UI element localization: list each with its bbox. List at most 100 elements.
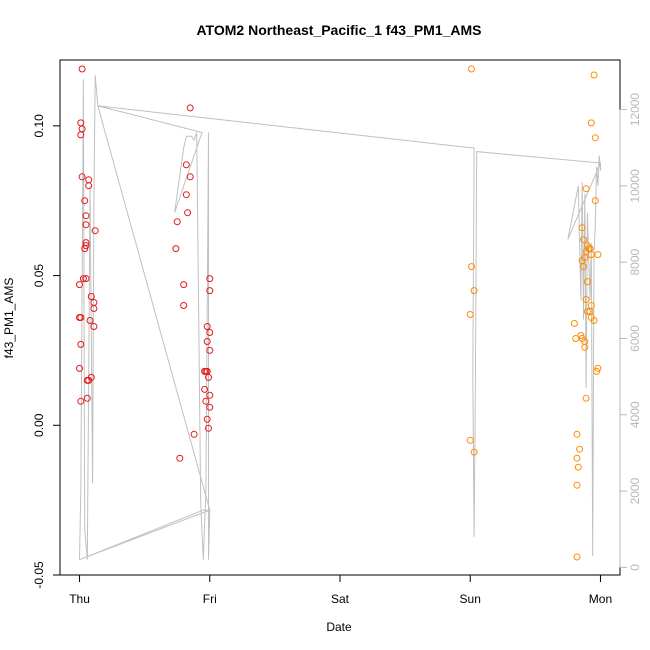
data-point-s1-6 (590, 71, 598, 79)
y-axis-label: f43_PM1_AMS (2, 278, 16, 359)
data-point-s1-7 (587, 119, 595, 127)
data-point-s1-21 (580, 263, 587, 271)
plot-frame (59, 59, 621, 576)
x-tick-label-0: Thu (69, 592, 90, 606)
y-right-tick-label-0: 0 (628, 564, 642, 571)
data-point-s0-7 (81, 197, 89, 205)
data-point-s1-2 (470, 287, 478, 295)
y-right-tick-label-1: 2000 (628, 477, 642, 504)
data-point-s1-34 (581, 343, 589, 351)
data-point-s1-18 (594, 251, 602, 259)
x-tick-label-1: Fri (203, 592, 217, 606)
x-tick-label-2: Sat (331, 592, 350, 606)
data-point-s1-11 (578, 224, 586, 232)
data-point-s1-3 (466, 311, 474, 318)
data-point-s1-42 (573, 481, 581, 489)
data-point-s0-52 (202, 397, 210, 405)
data-point-s1-22 (583, 278, 591, 286)
data-point-s0-14 (79, 275, 87, 283)
data-point-s1-29 (570, 320, 578, 327)
data-point-s0-44 (203, 338, 211, 345)
data-point-s0-40 (206, 287, 214, 295)
data-point-s0-38 (206, 275, 214, 283)
data-point-s0-4 (78, 173, 86, 181)
data-point-s0-21 (77, 314, 85, 321)
data-point-s0-28 (87, 373, 95, 381)
series-line-0 (79, 75, 602, 561)
data-point-s0-34 (182, 191, 190, 199)
x-axis-label: Date (326, 620, 352, 634)
data-point-s0-8 (82, 212, 90, 220)
data-point-s0-39 (180, 281, 188, 289)
data-point-s1-43 (573, 553, 581, 561)
data-point-s1-36 (593, 367, 601, 375)
data-point-s0-9 (82, 221, 90, 229)
data-point-s0-45 (206, 346, 214, 354)
data-point-s1-39 (576, 445, 584, 453)
data-point-s0-36 (173, 218, 181, 226)
data-point-s0-37 (172, 245, 180, 253)
data-point-s1-4 (466, 436, 474, 444)
data-point-s1-8 (591, 134, 599, 142)
data-point-s0-53 (206, 403, 214, 411)
data-point-s1-10 (591, 197, 599, 205)
data-point-s0-30 (83, 394, 91, 402)
data-point-s1-25 (583, 308, 591, 315)
data-point-s0-5 (85, 176, 93, 184)
data-point-s0-55 (205, 424, 212, 432)
y-axis-left: -0.05 0.00 0.05 0.10 (32, 114, 61, 589)
y-right-tick-label-6: 12000 (628, 93, 642, 127)
y-right-tick-label-3: 6000 (628, 325, 642, 352)
data-point-s1-31 (572, 335, 580, 342)
y-right-tick-label-4: 8000 (628, 249, 642, 276)
y-tick-label-2: 0.05 (32, 264, 46, 288)
data-point-s0-54 (203, 415, 211, 423)
data-point-s0-23 (90, 323, 98, 330)
data-point-s1-9 (582, 185, 590, 193)
data-point-s1-5 (470, 448, 478, 456)
data-point-s1-28 (590, 317, 598, 324)
data-point-s0-43 (206, 329, 214, 336)
data-point-s1-23 (582, 296, 590, 303)
data-point-s0-13 (82, 242, 90, 250)
data-point-s0-22 (86, 317, 94, 324)
y-tick-label-3: 0.10 (32, 114, 46, 138)
plot-area (76, 65, 602, 561)
data-point-s0-24 (77, 340, 85, 348)
data-point-s1-0 (468, 65, 475, 73)
data-point-s0-15 (82, 275, 90, 283)
y-axis-right: 0 2000 4000 6000 8000 10000 12000 (619, 93, 642, 571)
data-point-s0-17 (87, 293, 95, 300)
data-point-s0-41 (180, 302, 188, 309)
data-point-s0-10 (91, 227, 99, 235)
y-right-tick-label-5: 10000 (628, 169, 642, 203)
data-point-s0-2 (78, 125, 86, 133)
data-point-s0-57 (176, 454, 184, 462)
x-tick-label-4: Mon (589, 592, 612, 606)
data-point-s0-3 (77, 131, 85, 139)
data-point-s0-19 (90, 305, 98, 312)
data-point-s1-1 (468, 263, 475, 271)
data-point-s1-41 (574, 463, 582, 471)
y-tick-label-1: 0.00 (32, 413, 46, 437)
y-right-tick-label-2: 4000 (628, 401, 642, 428)
data-point-s1-37 (582, 394, 590, 402)
y-tick-label-0: -0.05 (32, 561, 46, 589)
data-point-s0-32 (182, 161, 190, 169)
x-axis: Thu Fri Sat Sun Mon (69, 574, 612, 606)
data-point-s0-31 (186, 104, 194, 112)
x-tick-label-3: Sun (460, 592, 481, 606)
data-point-s0-49 (205, 373, 212, 381)
data-point-s0-42 (203, 323, 211, 330)
data-point-s1-17 (587, 251, 595, 259)
data-point-s0-25 (76, 364, 83, 372)
data-point-s1-12 (580, 236, 587, 244)
data-point-s0-50 (201, 385, 209, 393)
data-point-s0-16 (76, 281, 83, 289)
data-point-s1-38 (573, 430, 581, 438)
chart-title: ATOM2 Northeast_Pacific_1 f43_PM1_AMS (196, 22, 481, 38)
data-point-s0-29 (77, 397, 85, 405)
data-point-s0-6 (85, 182, 93, 190)
data-point-s0-0 (78, 65, 86, 73)
